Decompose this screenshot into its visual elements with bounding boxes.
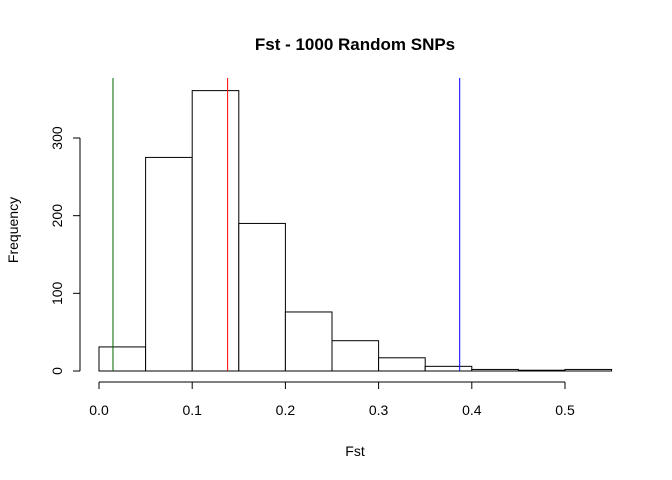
y-axis-label: Frequency [5, 197, 21, 263]
y-tick-label: 200 [49, 204, 65, 228]
x-tick-label: 0.2 [276, 402, 296, 418]
y-axis: 0 100 200 300 [49, 126, 81, 375]
chart-title: Fst - 1000 Random SNPs [255, 35, 455, 54]
x-tick-label: 0.0 [89, 402, 109, 418]
y-tick-label: 0 [49, 367, 65, 375]
histogram-bars [98, 90, 613, 372]
histogram-bar [517, 369, 566, 372]
histogram-bar [564, 368, 613, 372]
histogram-bar [191, 90, 240, 372]
x-axis-label: Fst [345, 443, 365, 459]
x-tick-label: 0.1 [182, 402, 202, 418]
reference-lines [112, 78, 461, 371]
histogram-bar [284, 311, 333, 372]
histogram-bar [331, 340, 380, 372]
histogram-bar [145, 156, 193, 372]
x-tick-label: 0.3 [369, 402, 389, 418]
y-tick-label: 300 [49, 126, 65, 150]
histogram-bar [238, 222, 286, 372]
histogram-bar [98, 346, 147, 372]
histogram-bar [424, 365, 473, 372]
histogram-bar [378, 357, 426, 372]
x-tick-label: 0.5 [555, 402, 575, 418]
histogram-bar [471, 368, 519, 372]
y-tick-label: 100 [49, 281, 65, 305]
x-axis: 0.0 0.1 0.2 0.3 0.4 0.5 [89, 381, 575, 418]
x-tick-label: 0.4 [462, 402, 482, 418]
